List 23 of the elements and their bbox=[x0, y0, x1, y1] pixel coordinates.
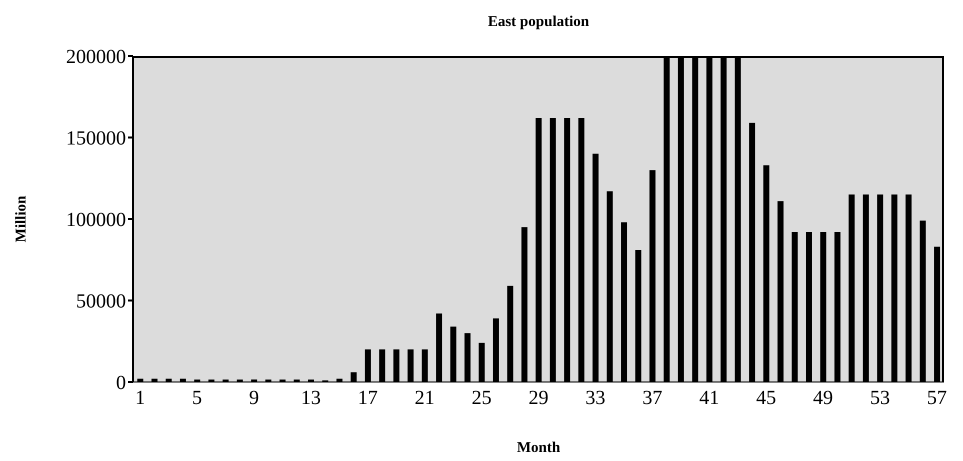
x-axis-title: Month bbox=[516, 440, 562, 457]
y-axis-title: Million bbox=[14, 196, 30, 242]
x-tick-label: 13 bbox=[300, 387, 321, 410]
x-tick-label: 1 bbox=[135, 387, 146, 410]
x-tick-label: 53 bbox=[870, 387, 890, 410]
x-tick-label: 41 bbox=[699, 387, 720, 410]
x-tick-label: 5 bbox=[192, 387, 202, 410]
x-tick-label: 17 bbox=[358, 387, 378, 410]
y-tick-label: 200000 bbox=[66, 46, 126, 68]
x-tick-label: 37 bbox=[642, 387, 662, 410]
x-tick-label: 21 bbox=[414, 387, 435, 410]
chart-title: East population bbox=[486, 14, 590, 31]
y-tick-label: 100000 bbox=[66, 209, 126, 232]
x-tick-label: 49 bbox=[813, 387, 834, 410]
y-tick-label: 150000 bbox=[66, 128, 126, 150]
x-tick-label: 45 bbox=[756, 387, 776, 410]
x-tick-label: 33 bbox=[585, 387, 606, 410]
x-tick-label: 57 bbox=[926, 387, 947, 410]
x-tick-label: 9 bbox=[248, 387, 259, 410]
y-tick-label: 50000 bbox=[76, 290, 126, 313]
x-tick-label: 29 bbox=[528, 387, 548, 410]
x-tick-label: 25 bbox=[472, 387, 492, 410]
y-tick-label: 0 bbox=[116, 372, 126, 394]
